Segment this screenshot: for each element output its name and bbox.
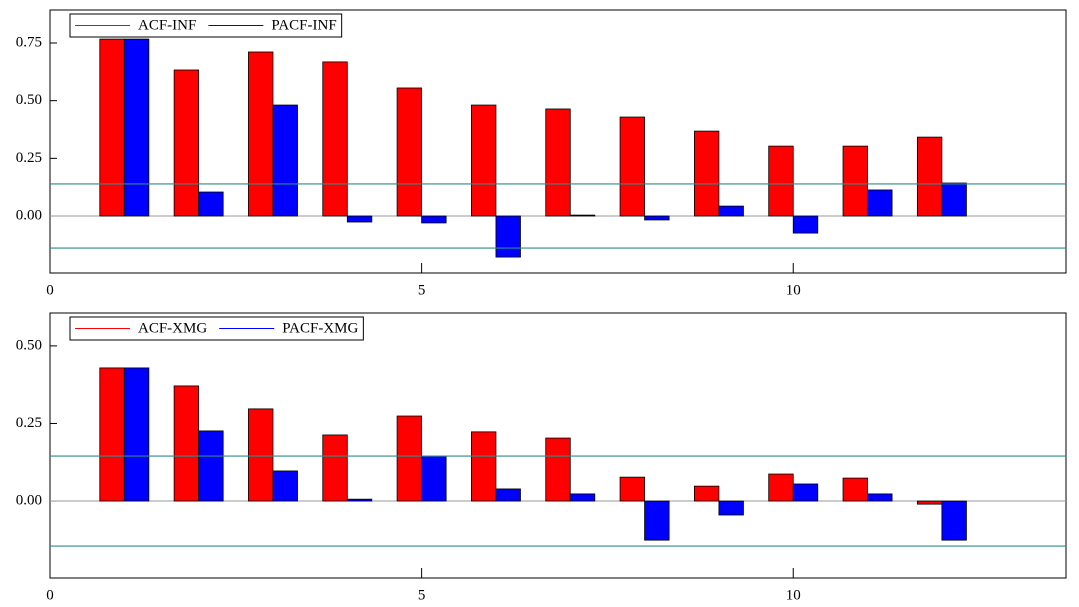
y-tick-label: 0.00 bbox=[16, 492, 42, 508]
bar bbox=[545, 437, 571, 502]
legend-label: PACF-XMG bbox=[282, 320, 358, 336]
bar bbox=[842, 477, 868, 502]
y-tick-label: 0.50 bbox=[16, 337, 42, 353]
bar bbox=[768, 473, 794, 502]
y-tick-label: 0.50 bbox=[16, 92, 42, 108]
bar bbox=[346, 215, 373, 223]
bar bbox=[272, 104, 298, 217]
bar bbox=[421, 215, 447, 224]
legend-label: PACF-INF bbox=[271, 17, 336, 33]
bar bbox=[248, 51, 274, 217]
bar bbox=[495, 488, 521, 502]
bar bbox=[916, 136, 943, 217]
plot-frame bbox=[49, 9, 1067, 274]
bar bbox=[545, 108, 571, 217]
bar bbox=[693, 130, 720, 217]
bar bbox=[471, 431, 497, 502]
bar bbox=[941, 182, 967, 217]
bar bbox=[99, 367, 125, 502]
legend-box bbox=[69, 13, 343, 38]
bar bbox=[644, 500, 670, 541]
bar bbox=[396, 87, 423, 217]
bar bbox=[272, 470, 298, 502]
bar bbox=[693, 485, 720, 502]
x-tick-label: 10 bbox=[786, 282, 801, 298]
y-tick-label: 0.25 bbox=[16, 415, 42, 431]
bar bbox=[421, 455, 447, 502]
x-tick-label: 10 bbox=[786, 587, 801, 602]
legend-label: ACF-XMG bbox=[138, 320, 207, 336]
plot-frame bbox=[49, 312, 1067, 579]
bar bbox=[495, 215, 521, 258]
bar bbox=[867, 189, 893, 217]
bar bbox=[941, 500, 967, 541]
bar bbox=[198, 430, 224, 502]
bar bbox=[718, 500, 744, 516]
bar bbox=[123, 38, 150, 217]
y-tick-label: 0.25 bbox=[16, 150, 42, 166]
y-tick-label: 0.75 bbox=[16, 34, 42, 50]
bar bbox=[619, 116, 645, 217]
x-tick-label: 0 bbox=[46, 587, 54, 602]
bar bbox=[322, 61, 348, 217]
bar bbox=[842, 145, 868, 217]
bar bbox=[569, 214, 596, 217]
y-tick-label: 0.00 bbox=[16, 207, 42, 223]
bar bbox=[792, 215, 819, 234]
bar bbox=[718, 205, 744, 217]
bar bbox=[173, 69, 200, 217]
bar bbox=[471, 104, 497, 217]
bar bbox=[248, 408, 274, 502]
legend-box bbox=[69, 316, 364, 341]
bar bbox=[768, 145, 794, 217]
bar bbox=[396, 415, 423, 502]
bar bbox=[322, 434, 348, 502]
bar bbox=[569, 493, 596, 502]
bar bbox=[867, 493, 893, 502]
bar bbox=[916, 500, 943, 505]
bar bbox=[619, 476, 645, 502]
bar bbox=[198, 191, 224, 217]
bar bbox=[792, 483, 819, 502]
legend-label: ACF-INF bbox=[138, 17, 196, 33]
bar bbox=[644, 215, 670, 221]
bar bbox=[173, 385, 200, 502]
x-tick-label: 5 bbox=[418, 587, 426, 602]
x-tick-label: 0 bbox=[46, 282, 54, 298]
bar bbox=[123, 367, 150, 502]
bar bbox=[346, 498, 373, 502]
bar bbox=[99, 38, 125, 217]
x-tick-label: 5 bbox=[418, 282, 426, 298]
